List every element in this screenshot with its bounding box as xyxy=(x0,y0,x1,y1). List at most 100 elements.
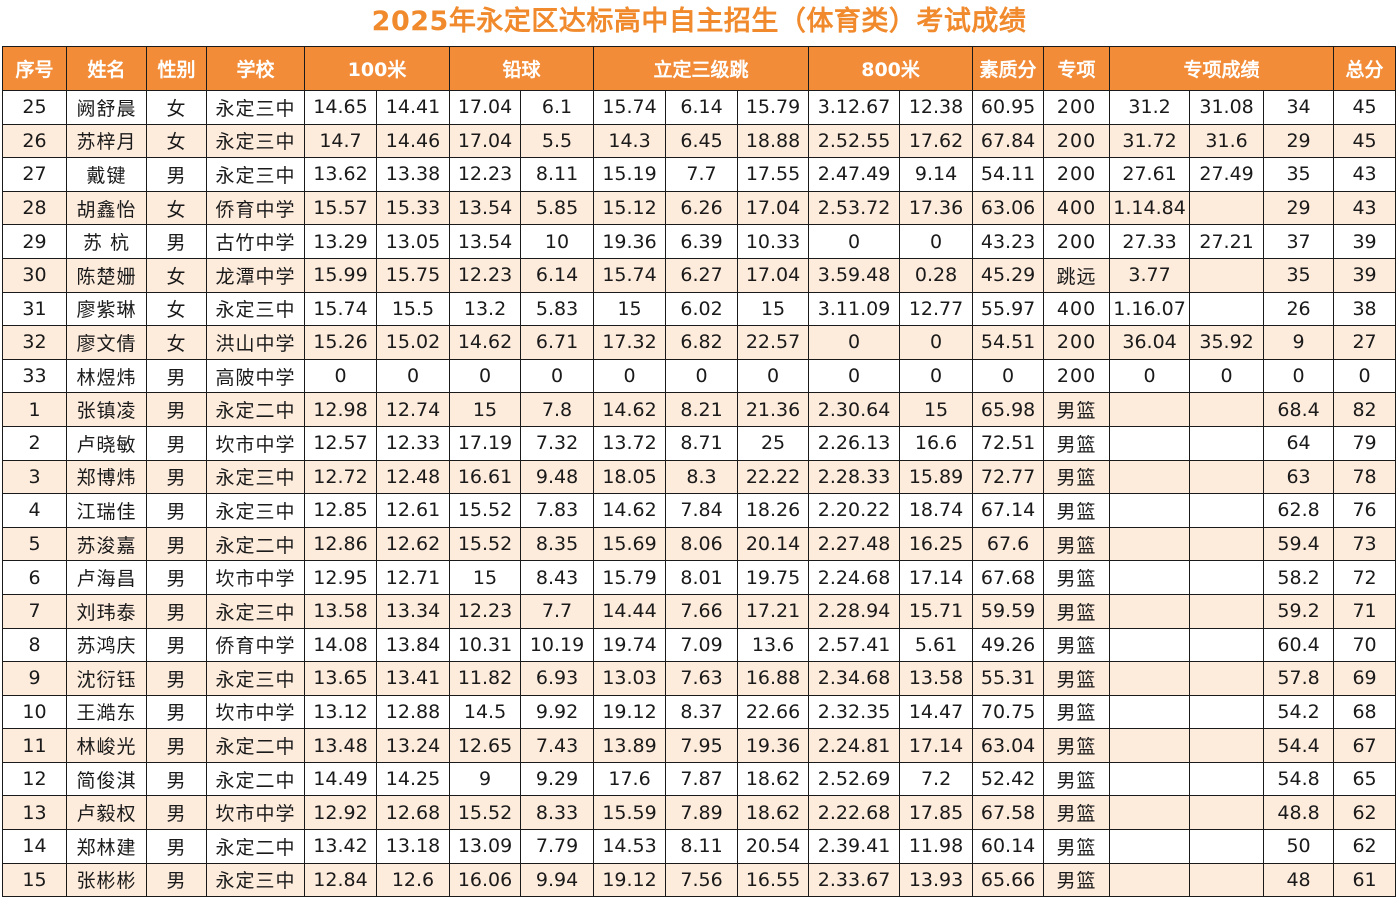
table-cell: 17.04 xyxy=(449,90,522,125)
table-cell: 男 xyxy=(146,526,207,562)
table-cell: 2.39.41 xyxy=(808,829,901,864)
table-cell: 0 xyxy=(449,358,522,394)
table-cell: 14.41 xyxy=(375,90,451,125)
table-row: 3 郑博炜男永定三中 12.72 12.48 16.61 9.48 18.05 8.3 22.2… xyxy=(2,459,1397,495)
table-cell: 2.28.94 xyxy=(808,593,901,629)
table-cell: 永定三中 xyxy=(206,157,305,192)
scores-table: 序号 姓名 性别 学校 100米 铅球 立定三级跳 800米 素质分 专项 专项成绩 总分 25 阙舒晨… xyxy=(2,46,1397,898)
table-cell: 男篮 xyxy=(1043,661,1111,696)
table-cell: 苏梓月 xyxy=(66,123,147,159)
table-cell: 8.01 xyxy=(665,560,739,595)
table-row: 1 张镇凌男永定二中 12.98 12.74 15 7.8 14.62 8.21 21.36 2.… xyxy=(2,392,1397,427)
table-cell: 3.59.48 xyxy=(808,257,901,293)
table-cell: 50 xyxy=(1263,829,1335,864)
table-cell: 0 xyxy=(899,325,974,360)
table-cell: 12.48 xyxy=(375,459,451,495)
table-cell: 67.84 xyxy=(972,123,1045,159)
table-cell: 侨育中学 xyxy=(206,627,305,663)
table-cell: 男 xyxy=(146,560,207,595)
table-cell: 18.26 xyxy=(737,493,810,528)
table-cell: 16.25 xyxy=(899,526,974,562)
table-cell: 13 xyxy=(2,795,67,831)
table-cell: 永定三中 xyxy=(206,123,305,159)
table-cell: 侨育中学 xyxy=(206,190,305,226)
table-cell: 8.37 xyxy=(665,694,739,730)
table-cell: 8.71 xyxy=(665,425,739,461)
table-cell: 2.24.68 xyxy=(808,560,901,595)
table-cell: 林煜炜 xyxy=(66,358,147,394)
table-cell: 0 xyxy=(808,325,901,360)
table-cell: 2.32.35 xyxy=(808,694,901,730)
table-cell: 龙潭中学 xyxy=(206,257,305,293)
table-cell: 17.21 xyxy=(737,593,810,629)
column-header: 姓名 xyxy=(66,46,147,91)
table-cell xyxy=(1189,190,1265,226)
table-cell: 13.58 xyxy=(304,593,377,629)
table-cell: 7.56 xyxy=(665,862,739,898)
table-cell: 200 xyxy=(1043,123,1111,159)
table-row: 28 胡鑫怡女侨育中学 15.57 15.33 13.54 5.85 15.12 6.26 17… xyxy=(2,190,1397,226)
table-cell: 22.57 xyxy=(737,325,810,360)
table-row: 25 阙舒晨女永定三中 14.65 14.41 17.04 6.1 15.74 6.14 15.… xyxy=(2,90,1397,125)
table-cell: 男篮 xyxy=(1043,627,1111,663)
table-cell: 7.09 xyxy=(665,627,739,663)
table-cell: 14.44 xyxy=(593,593,667,629)
table-cell: 2.52.69 xyxy=(808,761,901,797)
table-cell: 14.47 xyxy=(899,694,974,730)
table-cell: 34 xyxy=(1263,90,1335,125)
table-cell: 男 xyxy=(146,157,207,192)
table-cell: 68.4 xyxy=(1263,392,1335,427)
table-cell: 73 xyxy=(1333,526,1397,562)
table-cell: 11.98 xyxy=(899,829,974,864)
table-cell: 54.11 xyxy=(972,157,1045,192)
table-cell: 8.11 xyxy=(520,157,595,192)
table-cell: 48.8 xyxy=(1263,795,1335,831)
table-cell: 男篮 xyxy=(1043,425,1111,461)
table-cell: 15.74 xyxy=(593,90,667,125)
table-cell: 15.89 xyxy=(899,459,974,495)
table-cell: 永定三中 xyxy=(206,459,305,495)
table-cell: 70.75 xyxy=(972,694,1045,730)
table-cell xyxy=(1189,392,1265,427)
table-cell: 胡鑫怡 xyxy=(66,190,147,226)
table-cell: 20.54 xyxy=(737,829,810,864)
table-cell: 6.14 xyxy=(520,257,595,293)
table-cell: 男篮 xyxy=(1043,694,1111,730)
table-cell: 7.87 xyxy=(665,761,739,797)
table-cell xyxy=(1109,560,1191,595)
table-cell: 19.36 xyxy=(593,224,667,259)
table-cell: 13.42 xyxy=(304,829,377,864)
table-cell: 8 xyxy=(2,627,67,663)
table-cell: 0 xyxy=(737,358,810,394)
table-cell xyxy=(1109,694,1191,730)
table-cell: 19.36 xyxy=(737,728,810,763)
table-cell: 永定二中 xyxy=(206,829,305,864)
table-cell: 27.49 xyxy=(1189,157,1265,192)
table-cell: 12.85 xyxy=(304,493,377,528)
table-cell: 16.61 xyxy=(449,459,522,495)
table-cell: 26 xyxy=(2,123,67,159)
table-cell: 14.7 xyxy=(304,123,377,159)
table-cell: 14.62 xyxy=(593,392,667,427)
table-cell: 15.69 xyxy=(593,526,667,562)
table-row: 4 江瑞佳男永定三中 12.85 12.61 15.52 7.83 14.62 7.84 18.… xyxy=(2,493,1397,528)
table-cell: 400 xyxy=(1043,190,1111,226)
table-row: 8 苏鸿庆男侨育中学 14.08 13.84 10.31 10.19 19.74 7.09 13… xyxy=(2,627,1397,663)
table-cell xyxy=(1189,862,1265,898)
table-cell: 6.26 xyxy=(665,190,739,226)
table-cell: 12.71 xyxy=(375,560,451,595)
table-cell: 男 xyxy=(146,493,207,528)
table-cell: 12.77 xyxy=(899,291,974,327)
table-cell: 65 xyxy=(1333,761,1397,797)
table-cell: 72.51 xyxy=(972,425,1045,461)
table-row: 5 苏浚嘉男永定二中 12.86 12.62 15.52 8.35 15.69 8.06 20.… xyxy=(2,526,1397,562)
table-cell: 13.2 xyxy=(449,291,522,327)
table-cell: 女 xyxy=(146,190,207,226)
table-row: 33 林煜炜男高陂中学 0 0 0 0 0 0 0 0 0 0 200 0 0 0 0 xyxy=(2,358,1397,394)
table-cell: 0.28 xyxy=(899,257,974,293)
table-cell: 14.46 xyxy=(375,123,451,159)
table-cell: 15 xyxy=(737,291,810,327)
table-cell: 7.83 xyxy=(520,493,595,528)
table-cell: 17.04 xyxy=(737,190,810,226)
table-cell: 15 xyxy=(449,392,522,427)
